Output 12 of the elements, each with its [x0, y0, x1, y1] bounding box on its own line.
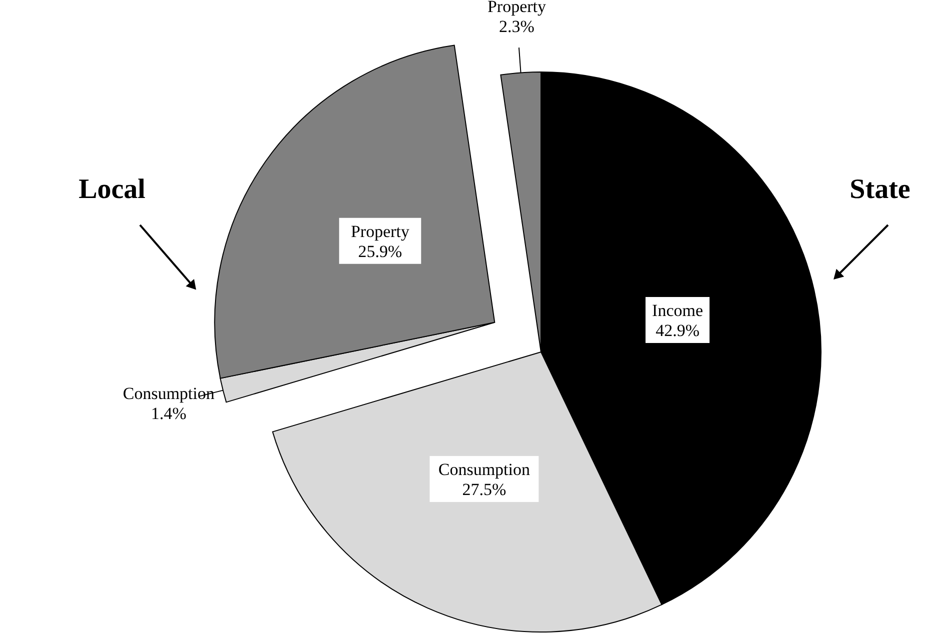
data-label: 2.3% — [499, 16, 534, 36]
text: Local — [78, 174, 146, 205]
slice-label: Consumption — [438, 460, 530, 479]
slice-label: Income — [652, 301, 704, 320]
data-label: 27.5% — [462, 480, 506, 499]
data-label: 1.4% — [150, 404, 186, 423]
slice-label: Property — [487, 0, 547, 16]
text: State — [850, 174, 910, 205]
slice-label: Consumption — [122, 384, 216, 403]
slice-label: Property — [350, 222, 410, 241]
data-label: 25.9% — [358, 242, 402, 261]
data-label: 42.9% — [656, 321, 700, 340]
